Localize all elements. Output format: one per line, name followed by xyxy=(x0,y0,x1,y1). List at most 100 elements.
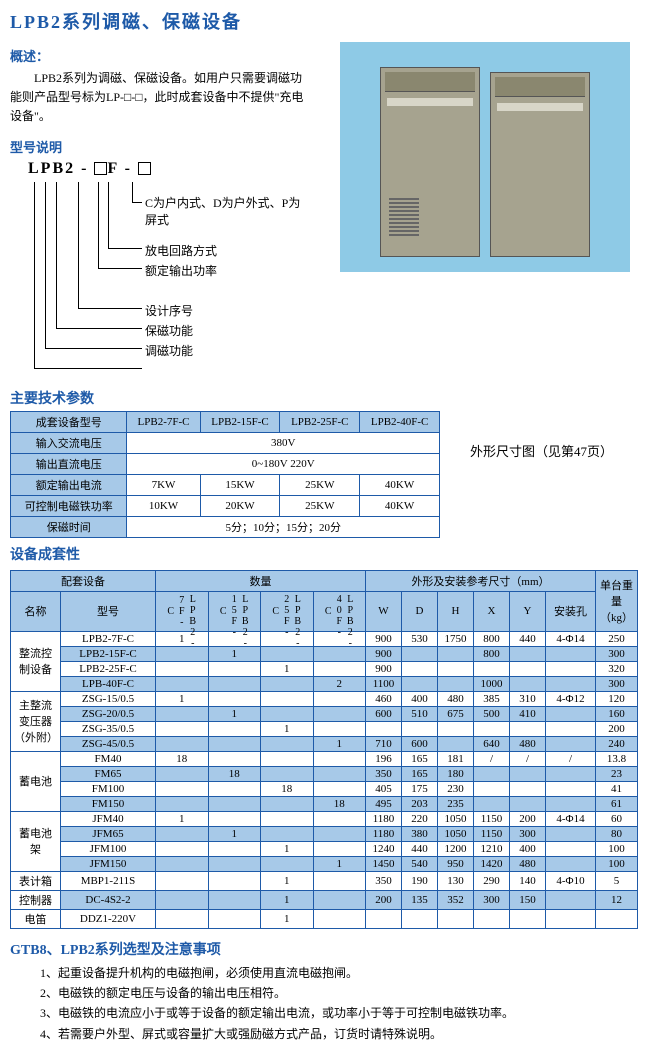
equip-qty: 1 xyxy=(208,646,261,661)
equip-qty xyxy=(156,781,209,796)
equip-cell xyxy=(510,646,546,661)
equip-cell: 196 xyxy=(366,751,402,766)
equip-sh: 型号 xyxy=(61,591,156,631)
equip-model: FM40 xyxy=(61,751,156,766)
equip-qty xyxy=(156,909,209,928)
equip-gh: 配套设备 xyxy=(11,570,156,591)
equip-cell: 230 xyxy=(438,781,474,796)
equip-model: FM65 xyxy=(61,766,156,781)
equip-cell xyxy=(402,721,438,736)
equip-qty xyxy=(208,811,261,826)
overview-heading: 概述： xyxy=(10,46,310,65)
equip-cell: 140 xyxy=(510,871,546,890)
model-diagram: C为户内式、D为户外式、P为屏式 放电回路方式 额定输出功率 设计序号 保磁功能… xyxy=(10,182,310,382)
equip-cell: 235 xyxy=(438,796,474,811)
equip-gh: 外形及安装参考尺寸（mm） xyxy=(366,570,596,591)
equip-cell: 160 xyxy=(596,706,638,721)
equip-qty: 2 xyxy=(313,676,366,691)
equip-cell xyxy=(546,706,596,721)
equip-cell xyxy=(510,781,546,796)
equip-cell: 1420 xyxy=(474,856,510,871)
equip-cell: 1200 xyxy=(438,841,474,856)
equip-qty xyxy=(156,871,209,890)
equip-cell xyxy=(510,721,546,736)
equip-cell: 495 xyxy=(366,796,402,811)
equip-qty xyxy=(208,751,261,766)
equip-model: ZSG-20/0.5 xyxy=(61,706,156,721)
equip-cell xyxy=(510,661,546,676)
equip-qty xyxy=(261,736,314,751)
equip-qty xyxy=(313,826,366,841)
equip-cell: 130 xyxy=(438,871,474,890)
equip-qty xyxy=(156,721,209,736)
equip-cell: 203 xyxy=(402,796,438,811)
equip-qty xyxy=(261,796,314,811)
equip-model: LPB2-25F-C xyxy=(61,661,156,676)
product-photo xyxy=(340,42,630,272)
spec-heading: 主要技术参数 xyxy=(10,388,638,408)
equip-qty xyxy=(208,856,261,871)
equip-cell xyxy=(510,766,546,781)
spec-th: LPB2-15F-C xyxy=(200,411,280,432)
equip-model: LPB2-7F-C xyxy=(61,631,156,646)
equip-cell: 405 xyxy=(366,781,402,796)
equip-cell xyxy=(474,781,510,796)
equip-cell: 900 xyxy=(366,631,402,646)
equip-qty xyxy=(208,721,261,736)
equip-qty xyxy=(261,706,314,721)
spec-row-label: 保磁时间 xyxy=(11,516,127,537)
equip-cell: 300 xyxy=(510,826,546,841)
spec-cell: 20KW xyxy=(200,495,280,516)
equip-cell: 135 xyxy=(402,890,438,909)
equip-model: ZSG-15/0.5 xyxy=(61,691,156,706)
notes-heading: GTB8、LPB2系列选型及注意事项 xyxy=(10,939,638,959)
equip-cell xyxy=(510,796,546,811)
equip-cell: 200 xyxy=(510,811,546,826)
equip-qty: 1 xyxy=(313,736,366,751)
page-title: LPB2系列调磁、保磁设备 xyxy=(10,8,638,34)
equip-qty xyxy=(313,721,366,736)
equip-cell: 500 xyxy=(474,706,510,721)
equip-cell xyxy=(402,676,438,691)
equip-cell: 900 xyxy=(366,646,402,661)
equip-qty xyxy=(156,796,209,811)
model-code-mid: F - xyxy=(107,160,138,177)
equip-gh: 数量 xyxy=(156,570,366,591)
equip-cell: 350 xyxy=(366,766,402,781)
equip-qty xyxy=(261,856,314,871)
spec-cell: 7KW xyxy=(127,474,200,495)
spec-cell: 10KW xyxy=(127,495,200,516)
equip-cell: 540 xyxy=(402,856,438,871)
equip-heading: 设备成套性 xyxy=(10,544,638,564)
equip-cell: / xyxy=(546,751,596,766)
spec-cell: 25KW xyxy=(280,474,360,495)
equip-cell: 800 xyxy=(474,631,510,646)
equip-qty xyxy=(208,890,261,909)
equip-cell: 1450 xyxy=(366,856,402,871)
equip-qty xyxy=(261,646,314,661)
equip-cell: 1150 xyxy=(474,811,510,826)
equip-qty xyxy=(261,766,314,781)
equip-cell: 950 xyxy=(438,856,474,871)
equip-qty xyxy=(261,691,314,706)
equip-cell xyxy=(546,796,596,811)
spec-table: 成套设备型号 LPB2-7F-C LPB2-15F-C LPB2-25F-C L… xyxy=(10,411,440,538)
equip-qty xyxy=(156,706,209,721)
equip-cell xyxy=(596,909,638,928)
equip-cell: 300 xyxy=(596,646,638,661)
equip-group-name: 蓄电池架 xyxy=(11,811,61,871)
equip-model: JFM65 xyxy=(61,826,156,841)
equip-cell: 1750 xyxy=(438,631,474,646)
spec-cell: 5分；10分；15分；20分 xyxy=(127,516,440,537)
equip-qty xyxy=(208,736,261,751)
equip-model: MBP1-211S xyxy=(61,871,156,890)
equip-qty xyxy=(156,856,209,871)
model-code: LPB2 - F - xyxy=(28,160,310,178)
equip-cell: 1050 xyxy=(438,811,474,826)
equip-cell xyxy=(546,766,596,781)
equip-qty xyxy=(313,909,366,928)
equip-cell xyxy=(510,676,546,691)
equip-model: LPB-40F-C xyxy=(61,676,156,691)
equip-cell xyxy=(438,736,474,751)
equip-sh: LPB2-25F-C xyxy=(261,591,314,631)
